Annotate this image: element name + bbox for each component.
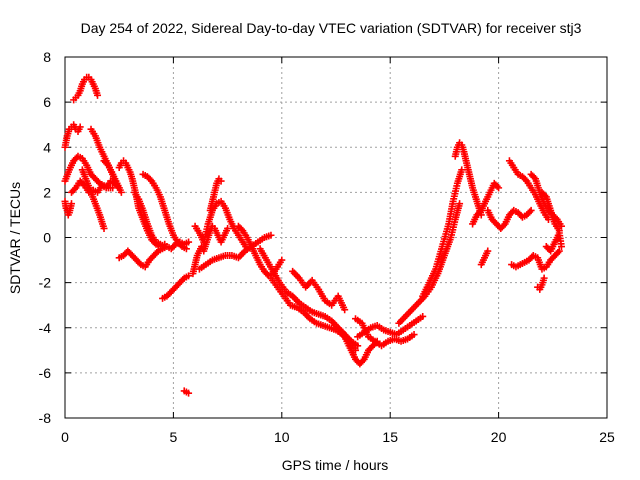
data-point (217, 177, 225, 185)
y-tick-label: 0 (43, 230, 51, 246)
y-tick-label: 8 (43, 49, 51, 65)
data-point (493, 182, 501, 190)
series-early-drop (61, 197, 76, 219)
y-tick-label: -2 (39, 275, 52, 291)
data-point (554, 249, 562, 257)
y-tick-label: 6 (43, 94, 51, 110)
axis-tick-labels: 0 5 10 15 20 25 -8 -6 -4 -2 0 2 4 6 8 (39, 49, 615, 445)
data-point (185, 389, 193, 397)
series-late-band (484, 206, 535, 232)
y-axis-label: SDTVAR / TECUs (7, 182, 23, 294)
series-late-lows (508, 247, 563, 273)
data-point (170, 242, 178, 250)
data-point (179, 276, 187, 284)
x-axis-label: GPS time / hours (282, 457, 389, 473)
series-late-peak (505, 157, 552, 223)
y-tick-label: 2 (43, 184, 51, 200)
data-point (484, 247, 492, 255)
data-points (61, 73, 565, 397)
data-point (456, 200, 464, 208)
x-tick-label: 25 (599, 429, 615, 445)
data-point (185, 272, 193, 280)
data-point (153, 249, 161, 257)
series-recovery-b (419, 166, 466, 300)
series-hump-c (139, 170, 190, 253)
y-tick-label: -4 (39, 320, 52, 336)
series-late-tail (542, 229, 565, 255)
data-point (267, 231, 275, 239)
series-midday-c (289, 267, 349, 314)
data-point (135, 259, 143, 267)
data-point (100, 224, 108, 232)
series-trough (339, 328, 381, 368)
data-point (476, 208, 484, 216)
series-post-peak (469, 179, 503, 228)
series-cluster-c (195, 231, 275, 273)
series-cluster-a (189, 222, 232, 278)
series-dip-2 (477, 247, 492, 269)
data-point (70, 185, 78, 193)
series-descent-a (78, 166, 108, 232)
data-point (555, 247, 563, 255)
data-point (341, 306, 349, 314)
series-hump-b (130, 188, 164, 248)
data-point (68, 200, 76, 208)
data-point (530, 173, 538, 181)
x-tick-label: 10 (274, 429, 290, 445)
chart-title: Day 254 of 2022, Sidereal Day-to-day VTE… (81, 20, 582, 36)
series-outlier (180, 387, 193, 397)
series-slope-segment (159, 272, 193, 302)
data-point (500, 221, 508, 229)
data-point (458, 166, 466, 174)
series-spike (206, 175, 225, 214)
data-point (117, 188, 125, 196)
data-point (359, 357, 367, 365)
series-early-rise (61, 121, 84, 151)
data-point (540, 274, 548, 282)
data-point (76, 123, 84, 131)
data-point (557, 243, 565, 251)
axis-ticks (64, 56, 608, 419)
data-point (410, 331, 418, 339)
series-low-band (115, 238, 193, 271)
series-trough-band-b (352, 315, 418, 350)
data-point (527, 206, 535, 214)
series-late-dip (534, 274, 548, 293)
series-peak-2 (451, 139, 485, 219)
data-point (521, 176, 529, 184)
y-tick-label: -6 (39, 365, 52, 381)
data-point (278, 256, 286, 264)
data-point (103, 160, 111, 168)
data-point (94, 178, 102, 186)
data-point (94, 91, 102, 99)
data-point (419, 312, 427, 320)
data-point (146, 176, 154, 184)
data-point (237, 225, 245, 233)
series-descent-c (100, 157, 125, 196)
data-point (224, 224, 232, 232)
x-tick-label: 20 (491, 429, 507, 445)
data-point (495, 184, 503, 192)
x-tick-label: 0 (61, 429, 69, 445)
data-point (541, 191, 549, 199)
series-peak-arc (70, 73, 102, 104)
y-tick-label: -8 (39, 410, 52, 426)
y-tick-label: 4 (43, 139, 51, 155)
x-tick-label: 5 (170, 429, 178, 445)
data-point (185, 238, 193, 246)
x-tick-label: 15 (382, 429, 398, 445)
data-point (526, 208, 534, 216)
